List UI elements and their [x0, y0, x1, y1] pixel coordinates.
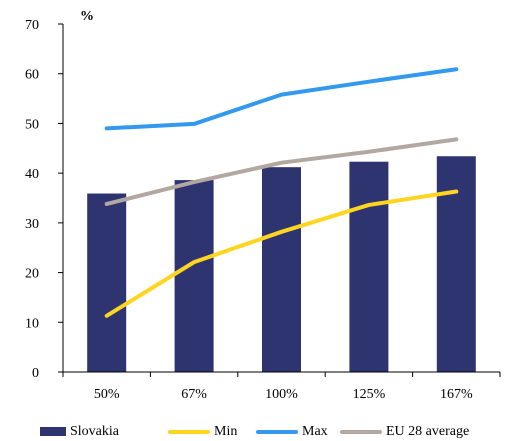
legend-item-slovakia: Slovakia	[40, 422, 119, 441]
legend-swatch-bar	[40, 427, 66, 436]
x-tick-label: 50%	[94, 387, 120, 402]
x-tick-label: 67%	[181, 387, 207, 402]
bar-slovakia	[174, 180, 214, 372]
legend-label-min: Min	[214, 423, 238, 439]
legend-item-eu28: EU 28 average	[340, 422, 469, 441]
y-tick-label: 30	[25, 217, 39, 232]
y-tick-label: 40	[25, 167, 39, 182]
bar-slovakia	[349, 161, 389, 372]
legend: Slovakia Min Max EU 28 average	[0, 422, 516, 441]
legend-label-slovakia: Slovakia	[70, 423, 119, 439]
line-max	[104, 67, 459, 131]
x-tick-label: 167%	[440, 387, 473, 402]
bars	[87, 156, 476, 372]
legend-label-max: Max	[302, 423, 328, 439]
y-tick-label: 10	[25, 316, 39, 331]
y-tick-label: 50	[25, 117, 39, 132]
chart: % 0 10 20 30 40 50 60 70 50% 67% 100% 125% 167%	[25, 9, 501, 402]
legend-swatch-min	[168, 429, 210, 434]
axes: 0 10 20 30 40 50 60 70 50% 67% 100% 125% 167%	[25, 18, 501, 402]
line-min	[104, 189, 459, 318]
line-eu-28-average	[104, 137, 459, 206]
legend-label-eu28: EU 28 average	[386, 423, 470, 439]
legend-item-min: Min	[168, 422, 237, 441]
y-tick-label: 0	[32, 366, 39, 381]
legend-swatch-eu28	[340, 429, 382, 434]
lines	[104, 67, 459, 318]
bar-slovakia	[87, 193, 127, 372]
unit-label: %	[80, 9, 94, 24]
x-tick-label: 125%	[353, 387, 386, 402]
bar-slovakia	[262, 167, 301, 372]
legend-item-max: Max	[256, 422, 328, 441]
bar-slovakia	[436, 156, 476, 372]
y-tick-label: 70	[25, 18, 39, 33]
legend-swatch-max	[256, 429, 298, 434]
y-tick-label: 60	[25, 68, 39, 83]
y-tick-label: 20	[25, 267, 39, 282]
x-tick-label: 100%	[265, 387, 298, 402]
